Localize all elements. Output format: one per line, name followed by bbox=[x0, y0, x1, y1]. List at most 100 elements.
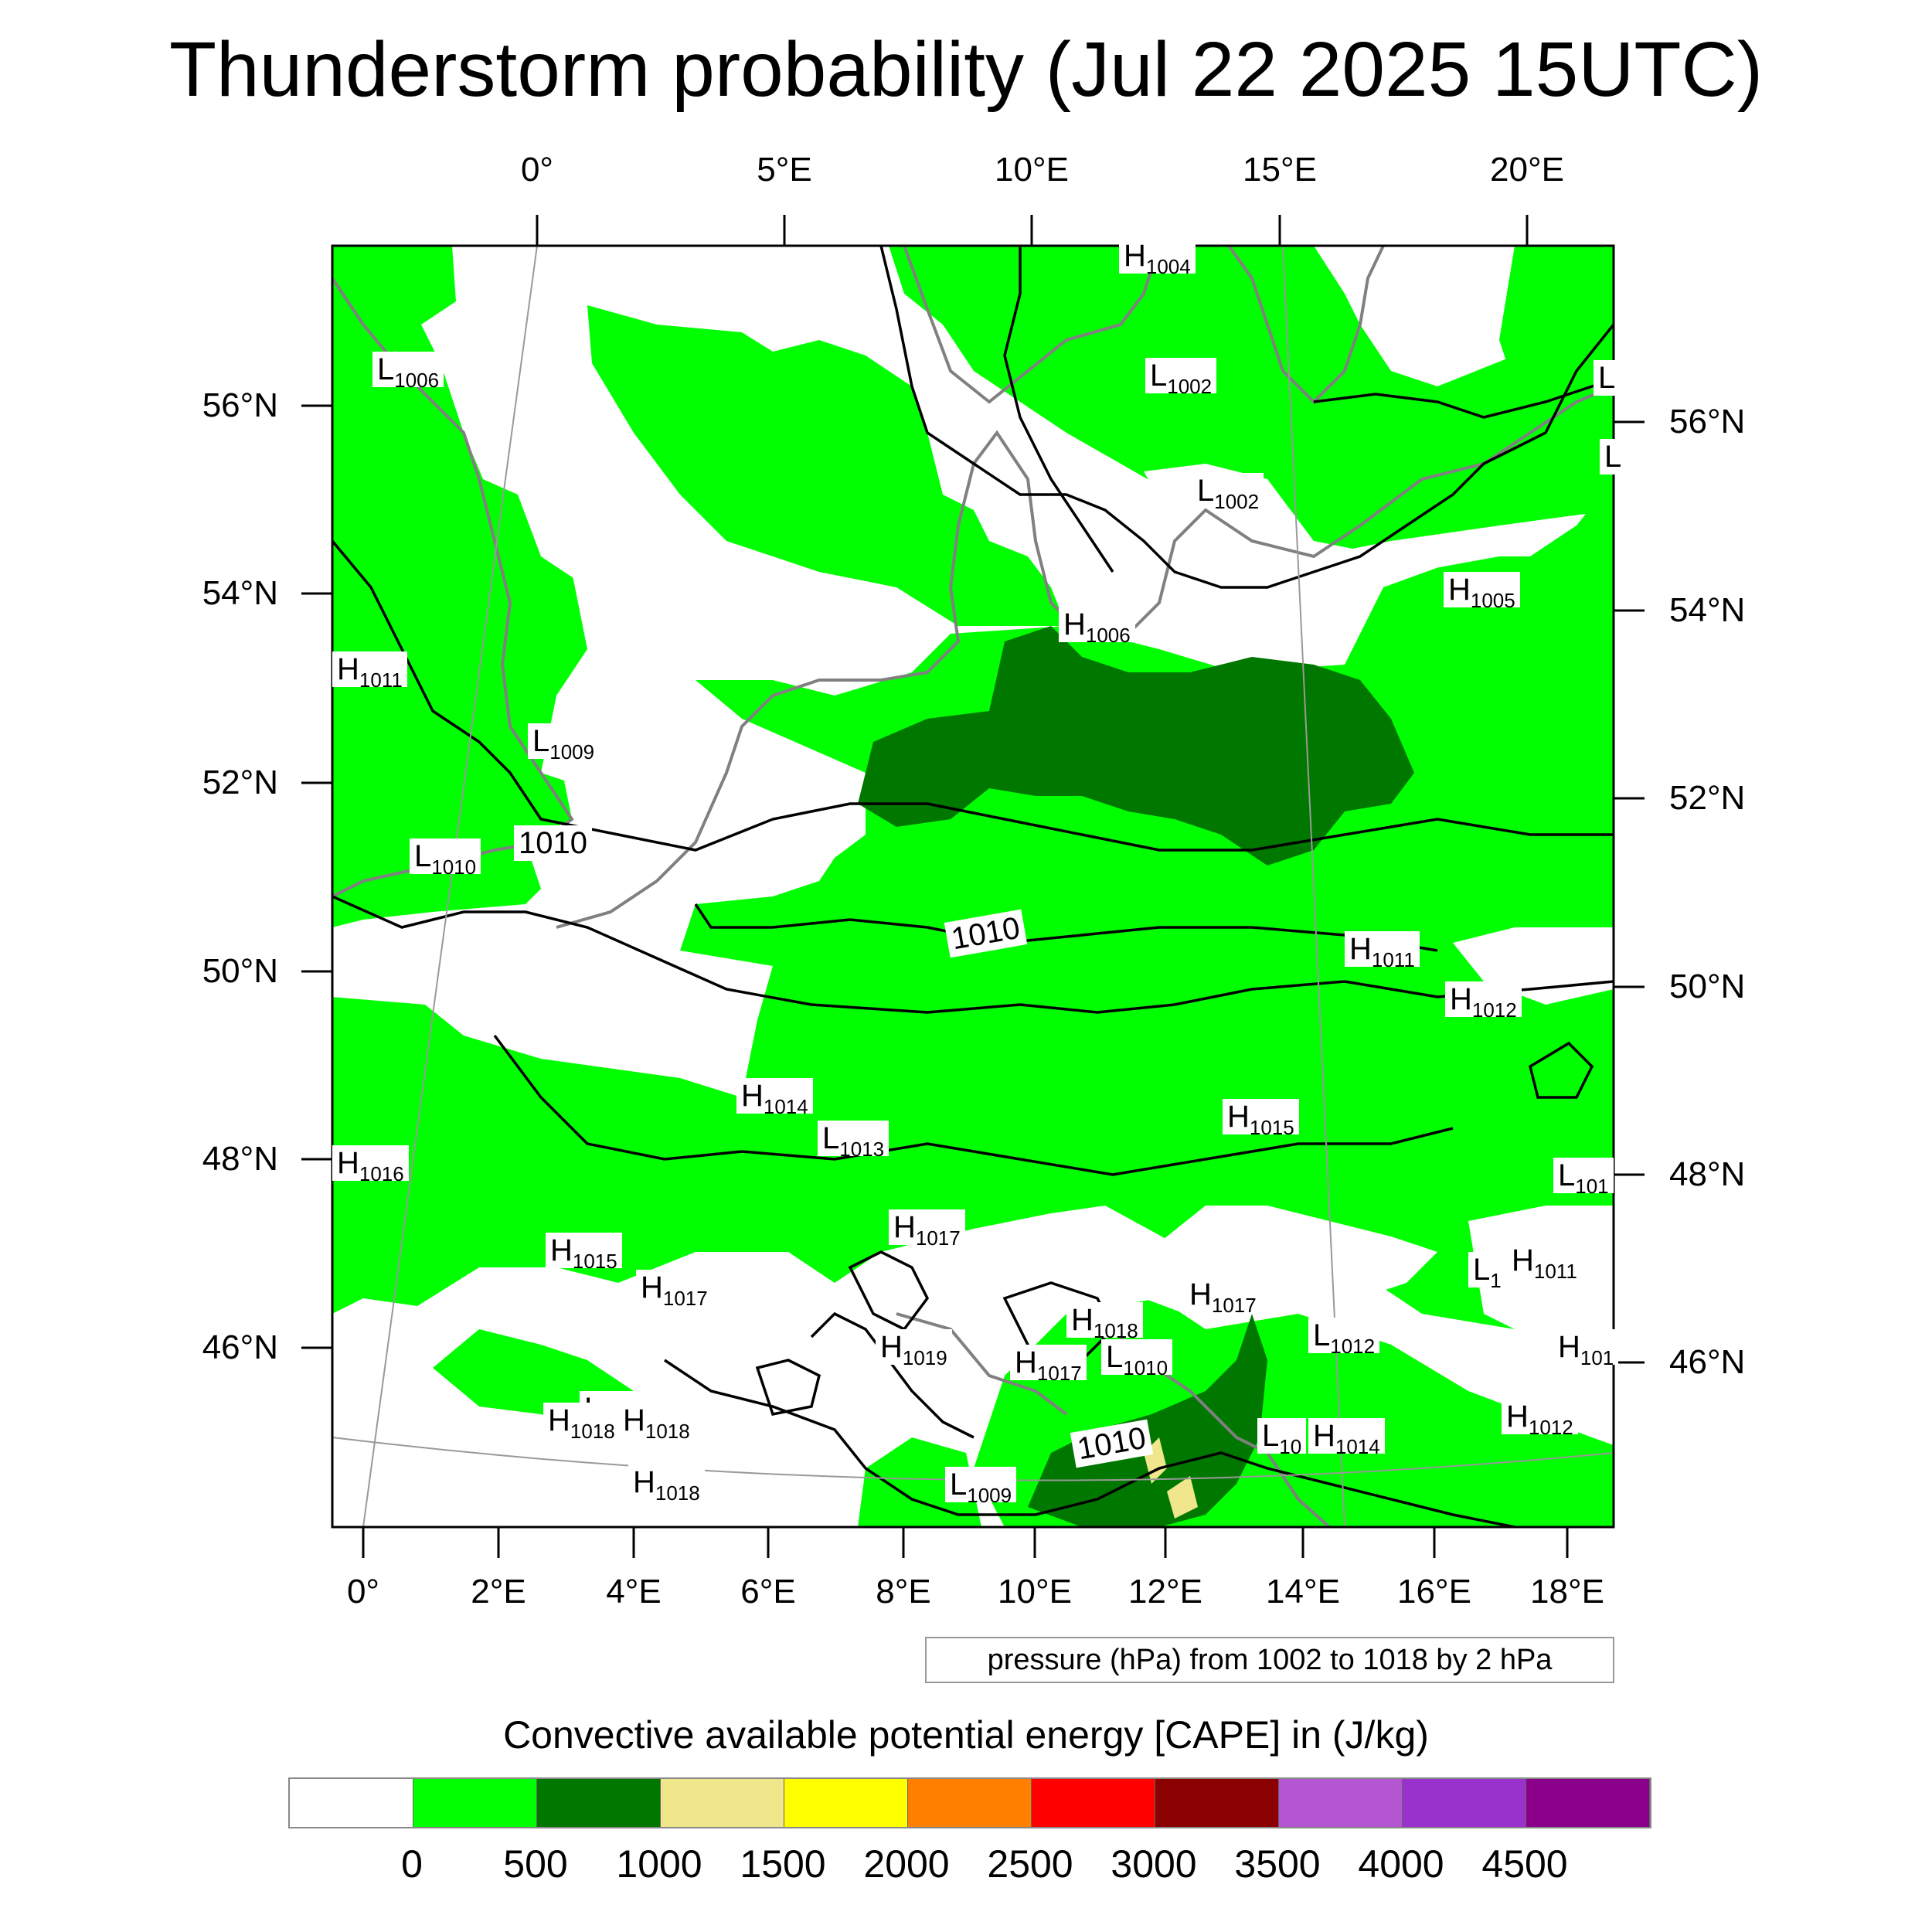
cape-high-germany bbox=[858, 626, 1414, 866]
right-lat-label: 50°N bbox=[1669, 968, 1746, 1005]
right-lat-label: 54°N bbox=[1669, 591, 1746, 629]
pressure-center: H101 bbox=[1553, 1329, 1619, 1368]
left-lat-label: 46°N bbox=[202, 1328, 278, 1366]
pressure-center: H1019 bbox=[876, 1329, 952, 1368]
coastline-ligurian bbox=[896, 1312, 1068, 1416]
pressure-center: H1017 bbox=[889, 1209, 965, 1248]
pressure-center: L1013 bbox=[818, 1121, 889, 1159]
right-lat-label: 48°N bbox=[1669, 1155, 1746, 1193]
isobar-10 bbox=[848, 1250, 930, 1332]
colorbar-box bbox=[290, 1779, 413, 1827]
colorbar-box bbox=[413, 1779, 537, 1827]
top-lon-label: 15°E bbox=[1243, 151, 1317, 189]
right-lat-label: 46°N bbox=[1669, 1343, 1746, 1381]
right-lat-label: 56°N bbox=[1669, 403, 1746, 440]
cape-area-central bbox=[587, 305, 1066, 626]
cape-area-northeast bbox=[889, 246, 1614, 556]
top-lon-label: 0° bbox=[520, 151, 554, 189]
cape-area-far-northeast bbox=[1499, 246, 1614, 495]
bottom-lon-label: 10°E bbox=[998, 1573, 1072, 1611]
pressure-center: H1011 bbox=[332, 651, 407, 690]
pressure-center: H1014 bbox=[1308, 1418, 1385, 1457]
pressure-center: H1018 bbox=[1066, 1302, 1143, 1341]
right-lat-label: 52°N bbox=[1669, 779, 1746, 817]
pressure-center: H1015 bbox=[546, 1233, 622, 1271]
pressure-center: L1010 bbox=[410, 838, 481, 877]
top-lon-label: 10°E bbox=[995, 151, 1069, 189]
isobar-3 bbox=[332, 539, 1614, 852]
map-title: Thunderstorm probability (Jul 22 2025 15… bbox=[168, 26, 1764, 113]
cape-area-west bbox=[332, 246, 587, 927]
bottom-lon-label: 18°E bbox=[1530, 1573, 1604, 1611]
pressure-center: L101 bbox=[1553, 1158, 1614, 1196]
bottom-lon-label: 8°E bbox=[876, 1573, 931, 1611]
colorbar-label: 4000 bbox=[1358, 1842, 1444, 1886]
legend-title: Convective available potential energy [C… bbox=[503, 1713, 1429, 1757]
isobar-13 bbox=[1528, 1041, 1594, 1099]
no-cape-channel bbox=[332, 912, 541, 1005]
colorbar-box bbox=[537, 1779, 661, 1827]
coastline-scandinavia bbox=[903, 246, 1161, 404]
isobar-1 bbox=[332, 895, 1614, 1014]
pressure-center: L bbox=[1600, 439, 1627, 474]
pressure-center: L1009 bbox=[528, 723, 600, 762]
isobar-7 bbox=[1313, 377, 1614, 419]
bottom-lon-label: 4°E bbox=[606, 1573, 662, 1611]
no-cape-north-sea-2 bbox=[680, 634, 896, 680]
colorbar-box bbox=[784, 1779, 908, 1827]
cape-area-south-center bbox=[858, 1437, 981, 1527]
colorbar-label: 4500 bbox=[1481, 1842, 1568, 1886]
colorbar-box bbox=[1155, 1779, 1279, 1827]
bottom-lon-label: 2°E bbox=[471, 1573, 526, 1611]
pressure-center: H1016 bbox=[332, 1145, 409, 1184]
colorbar-label: 3000 bbox=[1111, 1842, 1197, 1886]
pressure-center: H1011 bbox=[1507, 1243, 1582, 1281]
meridian-15 bbox=[1282, 246, 1345, 1527]
colorbar-label: 0 bbox=[401, 1842, 423, 1886]
colorbar-label: 2000 bbox=[863, 1842, 950, 1886]
colorbar-box bbox=[908, 1779, 1032, 1827]
bottom-lon-label: 0° bbox=[346, 1573, 380, 1611]
cape-khaki-2 bbox=[1167, 1476, 1198, 1519]
colorbar bbox=[288, 1777, 1651, 1828]
bottom-lon-label: 6°E bbox=[740, 1573, 796, 1611]
map-frame bbox=[331, 244, 1615, 1529]
isobar-5 bbox=[879, 246, 1614, 589]
bottom-lon-label: 16°E bbox=[1397, 1573, 1471, 1611]
colorbar-box bbox=[1526, 1779, 1650, 1827]
pressure-center: H1012 bbox=[1502, 1399, 1578, 1437]
isobar-12 bbox=[755, 1359, 821, 1417]
pressure-center: H1014 bbox=[736, 1078, 813, 1117]
colorbar-label: 3500 bbox=[1234, 1842, 1321, 1886]
contour-info-box: pressure (hPa) from 1002 to 1018 by 2 hP… bbox=[925, 1637, 1614, 1683]
pressure-center: H1018 bbox=[618, 1403, 695, 1441]
colorbar-label: 2500 bbox=[987, 1842, 1073, 1886]
top-lon-label: 5°E bbox=[757, 151, 812, 189]
pressure-center: H1006 bbox=[1059, 607, 1135, 645]
pressure-center: L1002 bbox=[1145, 358, 1217, 396]
colorbar-label: 1500 bbox=[740, 1842, 826, 1886]
no-cape-north-sea bbox=[510, 294, 842, 680]
colorbar-box bbox=[661, 1779, 784, 1827]
coastline-continent bbox=[556, 385, 1614, 929]
pressure-center: H1015 bbox=[1223, 1099, 1299, 1138]
colorbar-box bbox=[1279, 1779, 1403, 1827]
pressure-center: L1009 bbox=[945, 1467, 1017, 1505]
isobar-8 bbox=[664, 1359, 1515, 1527]
colorbar-box bbox=[1032, 1779, 1155, 1827]
pressure-center: L1006 bbox=[372, 352, 444, 390]
top-lon-label: 20°E bbox=[1490, 151, 1564, 189]
pressure-center: L1002 bbox=[1192, 473, 1264, 512]
bottom-lon-label: 12°E bbox=[1128, 1573, 1202, 1611]
left-lat-label: 50°N bbox=[202, 952, 278, 990]
left-lat-label: 48°N bbox=[202, 1140, 278, 1178]
pressure-center: L10 bbox=[1257, 1418, 1307, 1457]
pressure-center: H1011 bbox=[1345, 931, 1420, 970]
bottom-lon-label: 14°E bbox=[1266, 1573, 1340, 1611]
pressure-center: H1017 bbox=[1185, 1277, 1261, 1315]
no-cape-alps bbox=[742, 1206, 1437, 1527]
isobar-2 bbox=[493, 1034, 1454, 1176]
colorbar-label: 500 bbox=[503, 1842, 568, 1886]
isobar-6 bbox=[1003, 246, 1114, 573]
left-lat-label: 54°N bbox=[202, 574, 278, 612]
